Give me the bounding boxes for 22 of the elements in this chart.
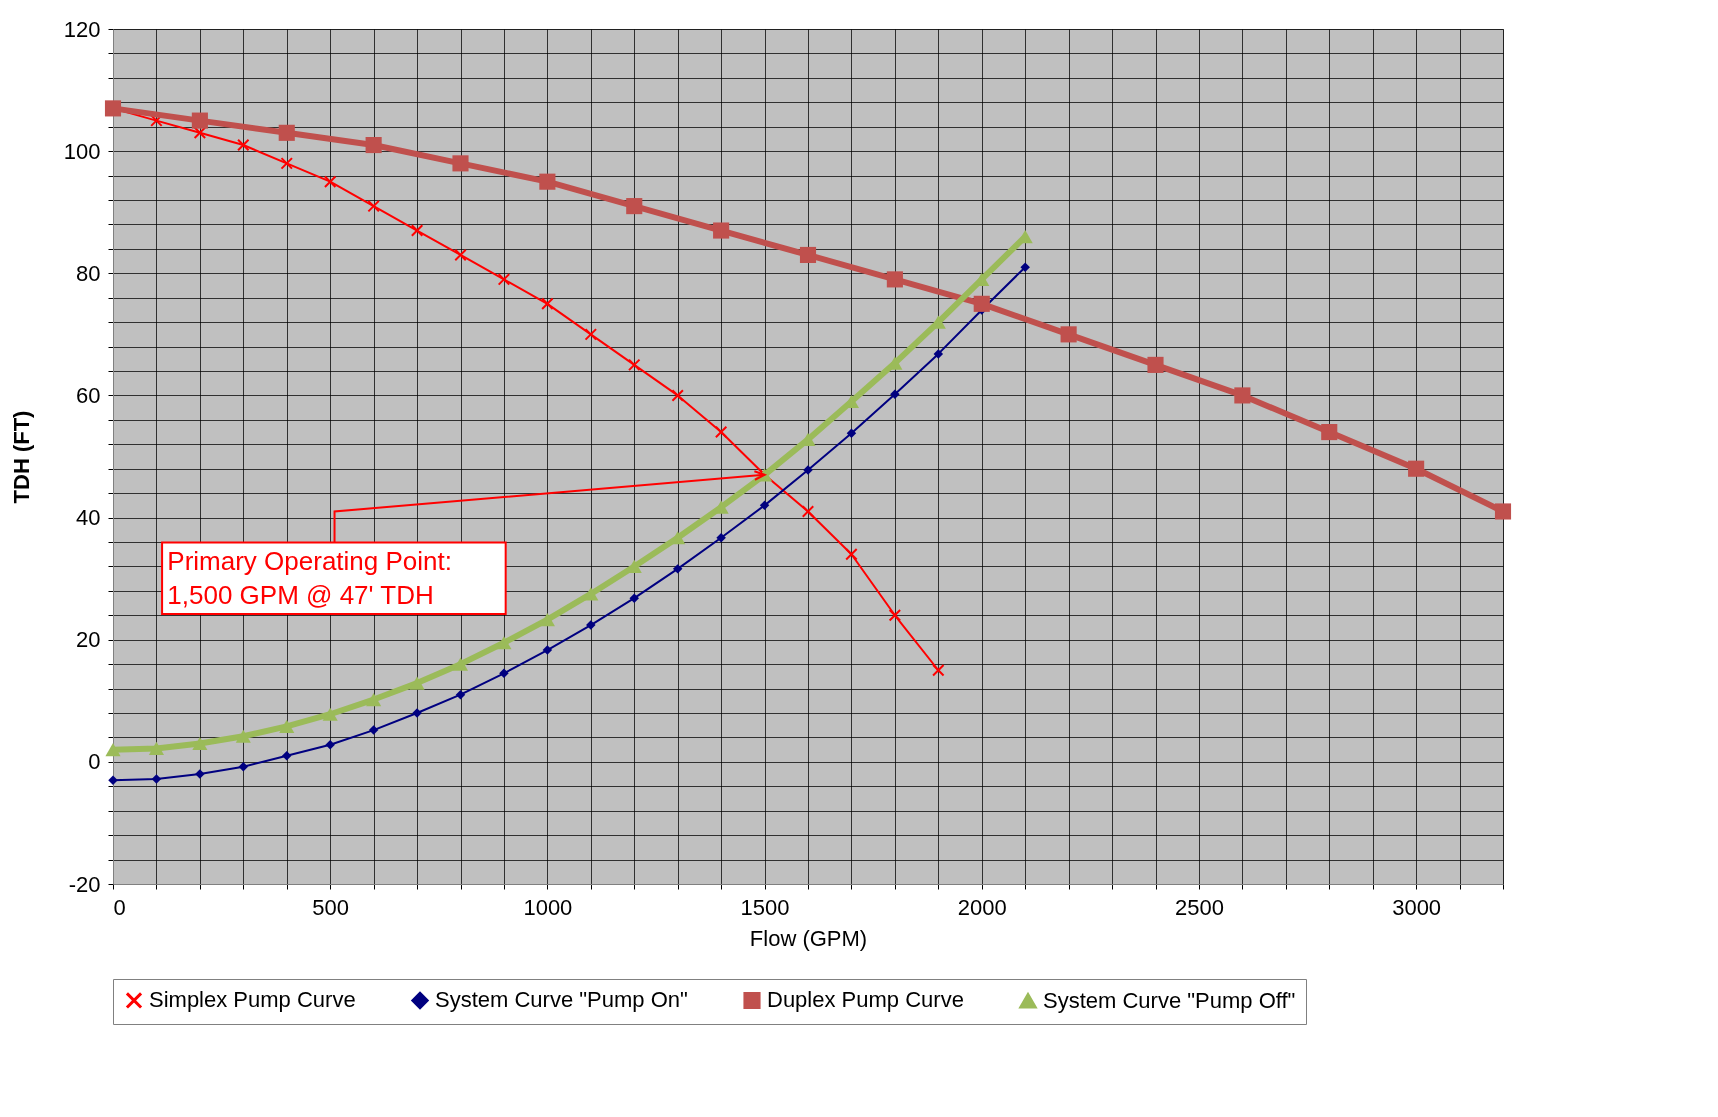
y-tick-label: 80 [76,260,101,286]
legend-label: System Curve "Pump Off" [1043,987,1296,1013]
y-tick-label: -20 [68,871,101,897]
x-tick-label: 500 [312,894,350,920]
legend-label: Simplex Pump Curve [149,987,356,1013]
y-tick-label: 40 [76,505,101,531]
x-tick-label: 2500 [1174,894,1224,920]
y-tick-label: 60 [76,382,101,408]
y-tick-label: 100 [63,138,101,164]
x-tick-label: 2000 [957,894,1007,920]
x-tick-label: 1000 [523,894,573,920]
legend-label: System Curve "Pump On" [435,987,688,1013]
y-tick-label: 0 [88,749,101,775]
x-tick-label: 0 [113,894,126,920]
annotation: Primary Operating Point: 1,500 GPM @ 47' TDH [167,545,452,610]
x-axis-title: Flow (GPM) [749,925,868,951]
x-tick-label: 3000 [1392,894,1442,920]
x-tick-label: 1500 [740,894,790,920]
y-tick-label: 120 [63,16,101,42]
y-tick-label: 20 [76,627,101,653]
legend-label: Duplex Pump Curve [767,987,964,1013]
y-axis-title: TDH (FT) [8,410,34,504]
